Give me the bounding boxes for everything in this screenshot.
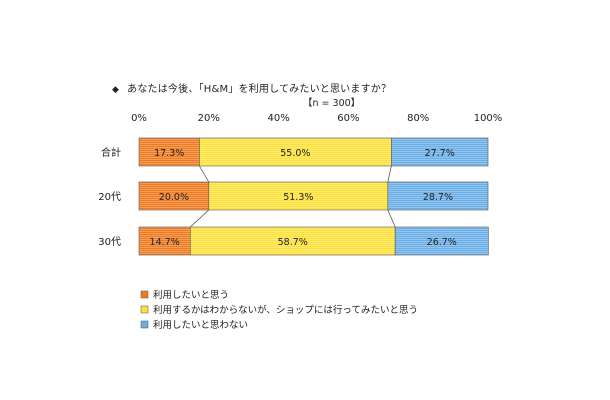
x-tick-label: 40%: [267, 113, 289, 124]
connector-line: [190, 209, 210, 228]
legend-label: 利用したいと思う: [153, 289, 229, 301]
legend-swatch: [140, 305, 149, 314]
bar-segment: [391, 137, 489, 167]
diamond-bullet-icon: ◆: [112, 85, 120, 95]
data-label: 51.3%: [283, 192, 313, 203]
bar-segment: [394, 226, 489, 256]
data-label: 27.7%: [425, 148, 455, 159]
x-tick-label: 100%: [474, 113, 503, 124]
legend-label: 利用するかはわからないが、ショップには行ってみたいと思う: [153, 304, 418, 316]
connector-line: [387, 165, 392, 183]
connector-line: [199, 165, 210, 183]
data-label: 55.0%: [280, 148, 310, 159]
legend-swatch: [140, 320, 149, 329]
bar-segment: [190, 226, 396, 256]
sample-size-label: 【n = 300】: [303, 98, 361, 109]
data-label: 20.0%: [159, 192, 189, 203]
legend-label: 利用したいと思わない: [153, 319, 248, 331]
bar-segment: [387, 181, 489, 211]
bar-segment: [199, 137, 392, 167]
chart-title: ◆ あなたは今後、「H&M」を利用してみたいと思いますか？: [112, 80, 391, 95]
category-label: 30代: [98, 236, 121, 248]
x-tick-label: 60%: [337, 113, 359, 124]
connector-line: [387, 209, 396, 228]
x-tick-label: 0%: [131, 113, 147, 124]
data-label: 17.3%: [154, 148, 184, 159]
category-label: 20代: [98, 191, 121, 203]
x-tick-label: 80%: [407, 113, 429, 124]
data-label: 26.7%: [427, 237, 457, 248]
category-label: 合計: [101, 146, 121, 159]
data-label: 14.7%: [150, 237, 180, 248]
data-label: 58.7%: [278, 237, 308, 248]
chart-title-text: あなたは今後、「H&M」を利用してみたいと思いますか？: [127, 84, 392, 95]
data-label: 28.7%: [423, 192, 453, 203]
legend-swatch: [140, 290, 149, 299]
x-tick-label: 20%: [198, 113, 220, 124]
